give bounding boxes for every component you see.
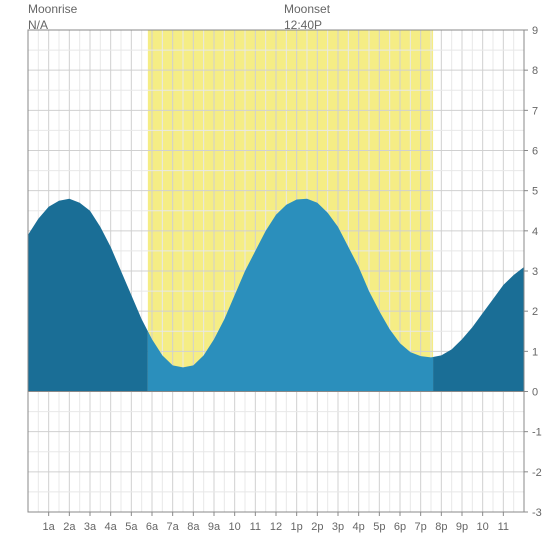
x-tick-label: 9a	[208, 521, 221, 533]
moonset-label: Moonset	[284, 2, 330, 16]
moonrise-header: Moonrise N/A	[28, 2, 77, 33]
moonrise-label: Moonrise	[28, 2, 77, 16]
x-tick-label: 3a	[84, 521, 97, 533]
moonrise-value: N/A	[28, 18, 48, 32]
x-tick-label: 10	[477, 521, 489, 533]
x-tick-label: 11	[498, 521, 509, 533]
x-tick-label: 10	[229, 521, 241, 533]
y-tick-label: -3	[532, 507, 542, 519]
x-tick-label: 4p	[353, 521, 365, 533]
y-tick-label: 0	[532, 387, 538, 399]
y-tick-label: 6	[532, 146, 538, 158]
x-tick-label: 12	[270, 521, 282, 533]
x-tick-label: 6p	[394, 521, 406, 533]
x-tick-label: 6a	[146, 521, 159, 533]
y-tick-label: 4	[532, 226, 538, 238]
x-tick-label: 4a	[105, 521, 118, 533]
x-tick-label: 7a	[167, 521, 180, 533]
x-tick-label: 2a	[63, 521, 76, 533]
x-tick-label: 9p	[456, 521, 468, 533]
y-tick-label: 7	[532, 105, 538, 117]
x-tick-label: 8p	[435, 521, 447, 533]
y-tick-label: 1	[532, 346, 538, 358]
x-tick-label: 3p	[332, 521, 344, 533]
x-tick-label: 11	[250, 521, 261, 533]
x-tick-label: 8a	[187, 521, 200, 533]
y-tick-label: 8	[532, 65, 538, 77]
tide-chart: Moonrise N/A Moonset 12:40P -3-2-1012345…	[0, 0, 550, 550]
y-tick-label: -2	[532, 467, 542, 479]
x-tick-label: 5a	[125, 521, 138, 533]
x-tick-label: 1a	[43, 521, 56, 533]
x-tick-label: 2p	[311, 521, 323, 533]
moonset-value: 12:40P	[284, 18, 322, 32]
y-tick-label: 3	[532, 266, 538, 278]
x-tick-label: 7p	[415, 521, 427, 533]
y-tick-label: -1	[532, 427, 542, 439]
y-tick-label: 2	[532, 306, 538, 318]
x-tick-label: 1p	[291, 521, 303, 533]
moonset-header: Moonset 12:40P	[284, 2, 330, 33]
chart-svg: -3-2-101234567891a2a3a4a5a6a7a8a9a101112…	[0, 0, 550, 550]
y-tick-label: 9	[532, 25, 538, 37]
x-tick-label: 5p	[373, 521, 385, 533]
y-tick-label: 5	[532, 186, 538, 198]
